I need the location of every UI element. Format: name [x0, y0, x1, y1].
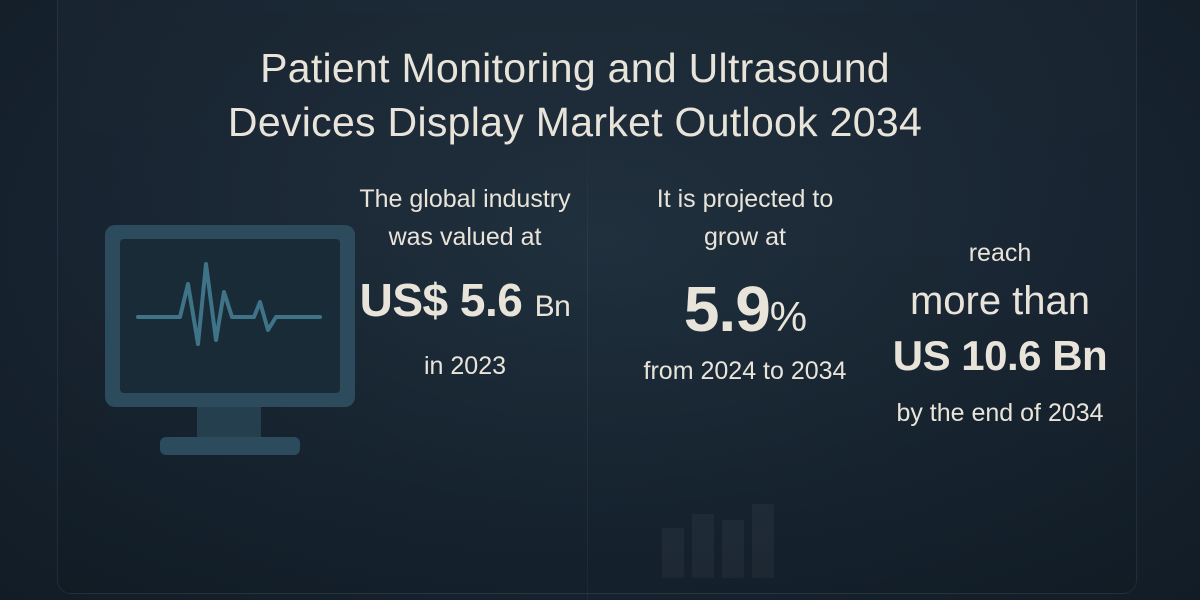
intro-line-2: was valued at — [388, 223, 542, 251]
reach-qualifier: more than — [909, 279, 1091, 323]
value-number: US$ 5.6 — [359, 274, 523, 326]
bar-chart-icon — [662, 504, 774, 578]
growth-figure: 5.9% — [615, 274, 875, 352]
growth-period: from 2024 to 2034 — [643, 357, 847, 385]
stat-projected-value: reach more than US 10.6 Bn by the end of… — [870, 234, 1130, 432]
reach-period: by the end of 2034 — [896, 399, 1104, 427]
heartbeat-waveform — [136, 262, 322, 346]
intro-line-2: grow at — [704, 223, 786, 251]
growth-unit: % — [769, 293, 807, 340]
monitor-neck — [197, 407, 261, 437]
title-line-1: Patient Monitoring and Ultrasound — [260, 45, 890, 92]
reach-value: US 10.6 Bn — [892, 332, 1108, 379]
title-line-2: Devices Display Market Outlook 2034 — [227, 99, 923, 146]
intro-line-1: It is projected to — [656, 185, 834, 213]
stat-growth-rate: It is projected to grow at 5.9% from 202… — [615, 180, 875, 390]
divider-line — [587, 130, 588, 600]
value-figure: US$ 5.6 Bn — [335, 268, 595, 339]
monitor-stand — [160, 437, 300, 455]
intro-line-1: The global industry — [359, 185, 571, 213]
value-period: in 2023 — [423, 352, 507, 380]
stat-market-value: The global industry was valued at US$ 5.… — [335, 180, 595, 385]
value-unit: Bn — [534, 290, 571, 323]
growth-number: 5.9 — [683, 273, 771, 345]
reach-intro: reach — [968, 239, 1032, 267]
heartbeat-monitor-icon — [105, 225, 355, 455]
page-title: Patient Monitoring and Ultrasound Device… — [0, 41, 1150, 149]
